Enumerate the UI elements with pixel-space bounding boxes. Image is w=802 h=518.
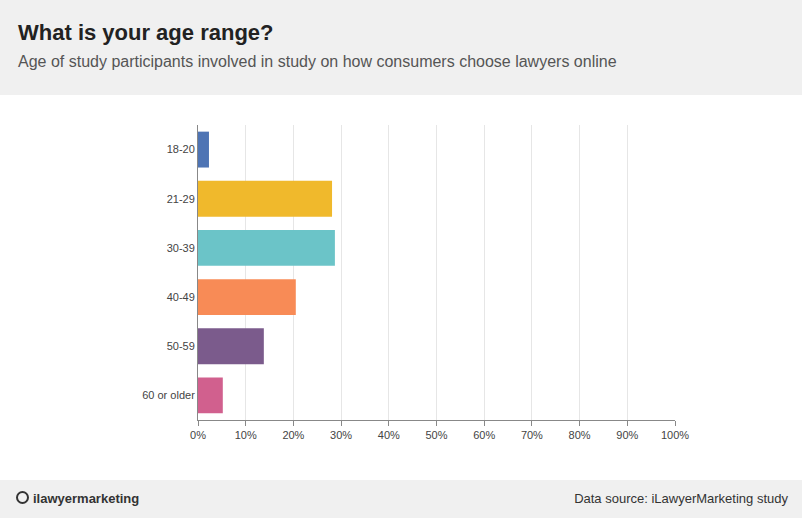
svg-text:21-29: 21-29 bbox=[167, 193, 195, 205]
svg-text:18-20: 18-20 bbox=[167, 143, 195, 155]
svg-text:60%: 60% bbox=[473, 429, 495, 441]
svg-text:70%: 70% bbox=[521, 429, 543, 441]
html-text:What is your age range?: What is your age range? bbox=[18, 20, 274, 45]
svg-text:80%: 80% bbox=[569, 429, 591, 441]
svg-text:0%: 0% bbox=[190, 429, 206, 441]
svg-text:20%: 20% bbox=[282, 429, 304, 441]
svg-text:40-49: 40-49 bbox=[167, 291, 195, 303]
html-text:Data source: iLawyerMarketing: Data source: iLawyerMarketing study bbox=[574, 491, 788, 506]
svg-text:50%: 50% bbox=[425, 429, 447, 441]
svg-text:30%: 30% bbox=[330, 429, 352, 441]
svg-text:10%: 10% bbox=[235, 429, 257, 441]
svg-text:60 or older: 60 or older bbox=[142, 389, 195, 401]
svg-text:30-39: 30-39 bbox=[167, 242, 195, 254]
html-text:ilawyermarketing: ilawyermarketing bbox=[33, 491, 140, 506]
html-text:Age of study participants invo: Age of study participants involved in st… bbox=[18, 53, 617, 70]
svg-text:40%: 40% bbox=[378, 429, 400, 441]
svg-text:100%: 100% bbox=[661, 429, 689, 441]
svg-text:50-59: 50-59 bbox=[167, 340, 195, 352]
svg-text:90%: 90% bbox=[616, 429, 638, 441]
